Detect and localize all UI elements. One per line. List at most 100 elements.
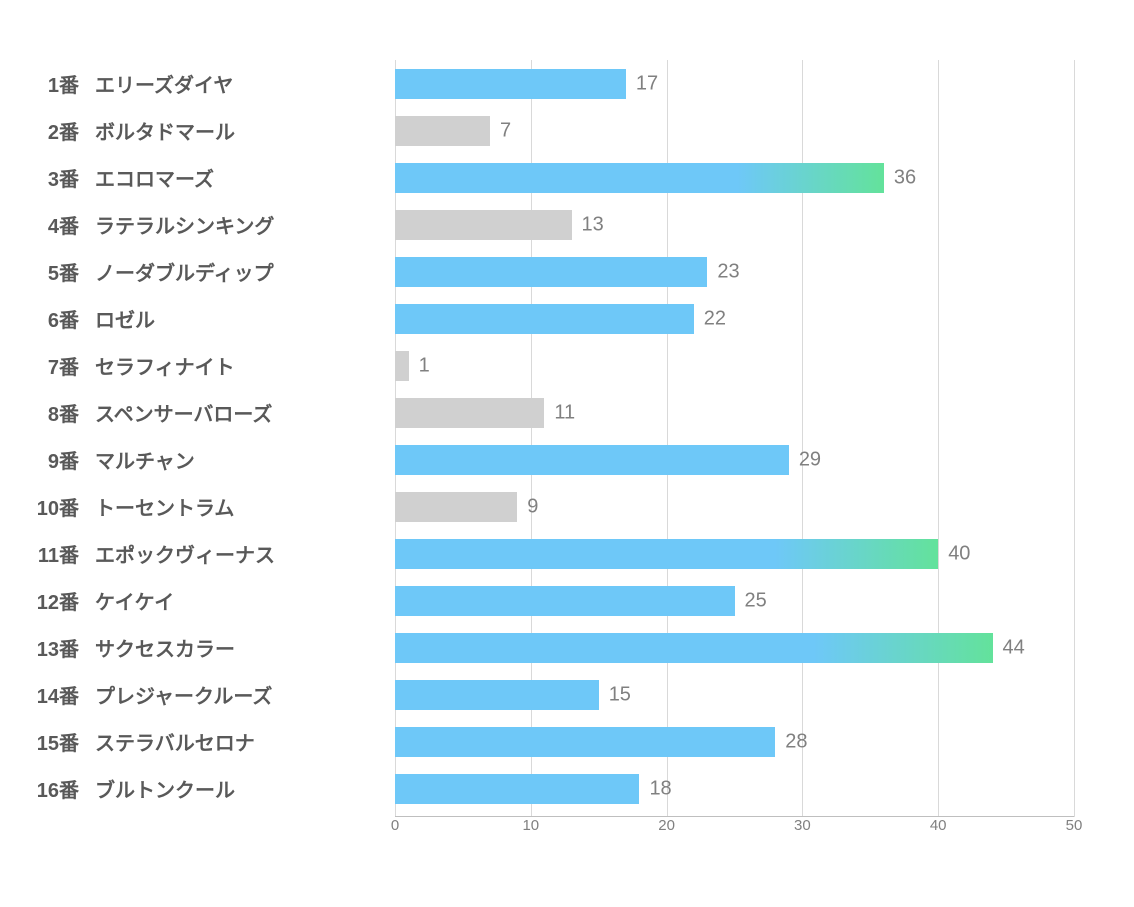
bar-cell: 29 bbox=[395, 436, 1074, 483]
entry-name: サクセスカラー bbox=[95, 633, 395, 662]
entry-number: 14番 bbox=[0, 680, 95, 709]
row-label: 9番マルチャン bbox=[0, 445, 395, 474]
bar-value-label: 1 bbox=[419, 354, 430, 377]
row-label: 4番ラテラルシンキング bbox=[0, 210, 395, 239]
chart-row: 3番エコロマーズ36 bbox=[0, 154, 1074, 201]
bar-value-label: 44 bbox=[1003, 636, 1025, 659]
x-tick-label: 20 bbox=[658, 817, 675, 834]
chart-row: 4番ラテラルシンキング13 bbox=[0, 201, 1074, 248]
entry-number: 5番 bbox=[0, 257, 95, 286]
entry-number: 6番 bbox=[0, 304, 95, 333]
entry-number: 15番 bbox=[0, 727, 95, 756]
chart-row: 13番サクセスカラー44 bbox=[0, 624, 1074, 671]
bar: 23 bbox=[395, 257, 707, 287]
row-label: 16番ブルトンクール bbox=[0, 774, 395, 803]
bar: 15 bbox=[395, 680, 599, 710]
chart-row: 15番ステラバルセロナ28 bbox=[0, 718, 1074, 765]
bar-cell: 44 bbox=[395, 624, 1074, 671]
bar: 25 bbox=[395, 586, 735, 616]
bar: 17 bbox=[395, 69, 626, 99]
row-label: 8番スペンサーバローズ bbox=[0, 398, 395, 427]
row-label: 2番ボルタドマール bbox=[0, 116, 395, 145]
entry-number: 4番 bbox=[0, 210, 95, 239]
bar-value-label: 22 bbox=[704, 307, 726, 330]
entry-name: ラテラルシンキング bbox=[95, 210, 395, 239]
entry-number: 2番 bbox=[0, 116, 95, 145]
entry-name: エポックヴィーナス bbox=[95, 539, 395, 568]
row-label: 13番サクセスカラー bbox=[0, 633, 395, 662]
bar: 9 bbox=[395, 492, 517, 522]
entry-name: ケイケイ bbox=[95, 586, 395, 615]
bar-cell: 13 bbox=[395, 201, 1074, 248]
row-label: 6番ロゼル bbox=[0, 304, 395, 333]
entry-name: スペンサーバローズ bbox=[95, 398, 395, 427]
bar-value-label: 28 bbox=[785, 730, 807, 753]
row-label: 5番ノーダブルディップ bbox=[0, 257, 395, 286]
entry-number: 7番 bbox=[0, 351, 95, 380]
bar-value-label: 7 bbox=[500, 119, 511, 142]
bar: 13 bbox=[395, 210, 572, 240]
bar: 36 bbox=[395, 163, 884, 193]
entry-number: 12番 bbox=[0, 586, 95, 615]
bar: 44 bbox=[395, 633, 993, 663]
row-label: 12番ケイケイ bbox=[0, 586, 395, 615]
bar-cell: 7 bbox=[395, 107, 1074, 154]
bar-cell: 17 bbox=[395, 60, 1074, 107]
entry-number: 8番 bbox=[0, 398, 95, 427]
bar-value-label: 13 bbox=[582, 213, 604, 236]
bar: 29 bbox=[395, 445, 789, 475]
entry-name: ブルトンクール bbox=[95, 774, 395, 803]
bar-cell: 23 bbox=[395, 248, 1074, 295]
entry-number: 13番 bbox=[0, 633, 95, 662]
bar-cell: 40 bbox=[395, 530, 1074, 577]
entry-number: 9番 bbox=[0, 445, 95, 474]
bar-cell: 36 bbox=[395, 154, 1074, 201]
x-tick-label: 0 bbox=[391, 817, 399, 834]
row-label: 10番トーセントラム bbox=[0, 492, 395, 521]
row-label: 1番エリーズダイヤ bbox=[0, 69, 395, 98]
row-label: 7番セラフィナイト bbox=[0, 351, 395, 380]
entry-name: トーセントラム bbox=[95, 492, 395, 521]
entry-name: エコロマーズ bbox=[95, 163, 395, 192]
bar: 22 bbox=[395, 304, 694, 334]
chart-row: 2番ボルタドマール7 bbox=[0, 107, 1074, 154]
entry-name: エリーズダイヤ bbox=[95, 69, 395, 98]
bar: 28 bbox=[395, 727, 775, 757]
bar-value-label: 15 bbox=[609, 683, 631, 706]
chart-row: 9番マルチャン29 bbox=[0, 436, 1074, 483]
chart-row: 1番エリーズダイヤ17 bbox=[0, 60, 1074, 107]
bar-value-label: 36 bbox=[894, 166, 916, 189]
entry-number: 10番 bbox=[0, 492, 95, 521]
entry-number: 3番 bbox=[0, 163, 95, 192]
bar: 7 bbox=[395, 116, 490, 146]
chart-row: 5番ノーダブルディップ23 bbox=[0, 248, 1074, 295]
row-label: 11番エポックヴィーナス bbox=[0, 539, 395, 568]
entry-name: ボルタドマール bbox=[95, 116, 395, 145]
entry-name: プレジャークルーズ bbox=[95, 680, 395, 709]
chart-row: 6番ロゼル22 bbox=[0, 295, 1074, 342]
bar-cell: 22 bbox=[395, 295, 1074, 342]
x-tick-label: 10 bbox=[522, 817, 539, 834]
bar-cell: 15 bbox=[395, 671, 1074, 718]
x-tick-label: 40 bbox=[930, 817, 947, 834]
bar-cell: 11 bbox=[395, 389, 1074, 436]
bar-value-label: 9 bbox=[527, 495, 538, 518]
bar-rows: 1番エリーズダイヤ172番ボルタドマール73番エコロマーズ364番ラテラルシンキ… bbox=[0, 60, 1074, 817]
chart-row: 8番スペンサーバローズ11 bbox=[0, 389, 1074, 436]
bar-value-label: 17 bbox=[636, 72, 658, 95]
bar: 1 bbox=[395, 351, 409, 381]
bar-value-label: 18 bbox=[649, 777, 671, 800]
entry-name: ステラバルセロナ bbox=[95, 727, 395, 756]
bar-value-label: 40 bbox=[948, 542, 970, 565]
entry-name: マルチャン bbox=[95, 445, 395, 474]
x-tick-label: 30 bbox=[794, 817, 811, 834]
bar-cell: 25 bbox=[395, 577, 1074, 624]
x-tick-label: 50 bbox=[1066, 817, 1083, 834]
row-label: 3番エコロマーズ bbox=[0, 163, 395, 192]
entry-name: セラフィナイト bbox=[95, 351, 395, 380]
bar-value-label: 25 bbox=[745, 589, 767, 612]
bar-cell: 28 bbox=[395, 718, 1074, 765]
chart-row: 11番エポックヴィーナス 40 bbox=[0, 530, 1074, 577]
entry-number: 1番 bbox=[0, 69, 95, 98]
bar: 18 bbox=[395, 774, 639, 804]
